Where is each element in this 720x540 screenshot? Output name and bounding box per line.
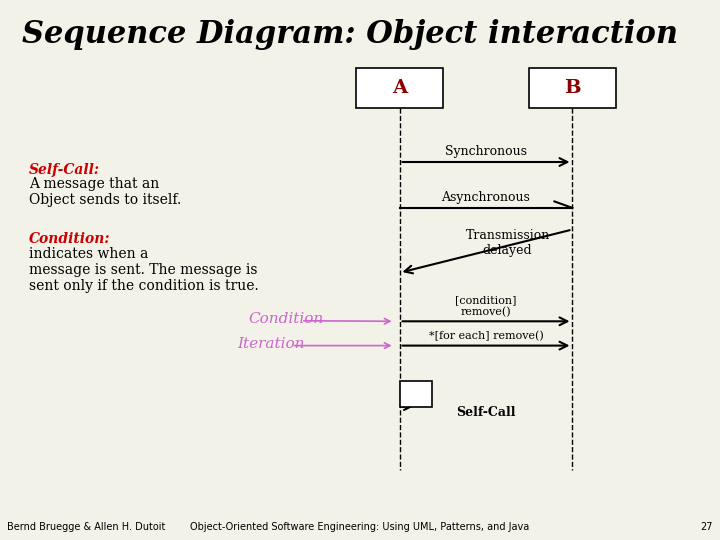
Text: Transmission
delayed: Transmission delayed (465, 229, 550, 257)
Bar (529, 68, 616, 108)
Text: Self-Call:: Self-Call: (29, 163, 100, 177)
Text: Bernd Bruegge & Allen H. Dutoit: Bernd Bruegge & Allen H. Dutoit (7, 522, 166, 532)
Text: Synchronous: Synchronous (445, 145, 527, 158)
Text: 27: 27 (701, 522, 713, 532)
Text: *[for each] remove(): *[for each] remove() (428, 331, 544, 341)
Text: Sequence Diagram: Object interaction: Sequence Diagram: Object interaction (22, 19, 678, 50)
Bar (356, 68, 443, 108)
Text: Object-Oriented Software Engineering: Using UML, Patterns, and Java: Object-Oriented Software Engineering: Us… (190, 522, 530, 532)
Text: Asynchronous: Asynchronous (441, 191, 531, 204)
Text: A message that an
Object sends to itself.: A message that an Object sends to itself… (29, 177, 181, 207)
Text: Self-Call: Self-Call (456, 406, 516, 419)
Bar (400, 381, 432, 407)
Text: Condition: Condition (248, 312, 324, 326)
Text: B: B (564, 79, 581, 97)
Text: A: A (392, 79, 408, 97)
Text: Iteration: Iteration (238, 337, 305, 351)
Text: Condition:: Condition: (29, 232, 110, 246)
Text: indicates when a
message is sent. The message is
sent only if the condition is t: indicates when a message is sent. The me… (29, 247, 258, 293)
Text: [condition]
remove(): [condition] remove() (455, 295, 517, 317)
